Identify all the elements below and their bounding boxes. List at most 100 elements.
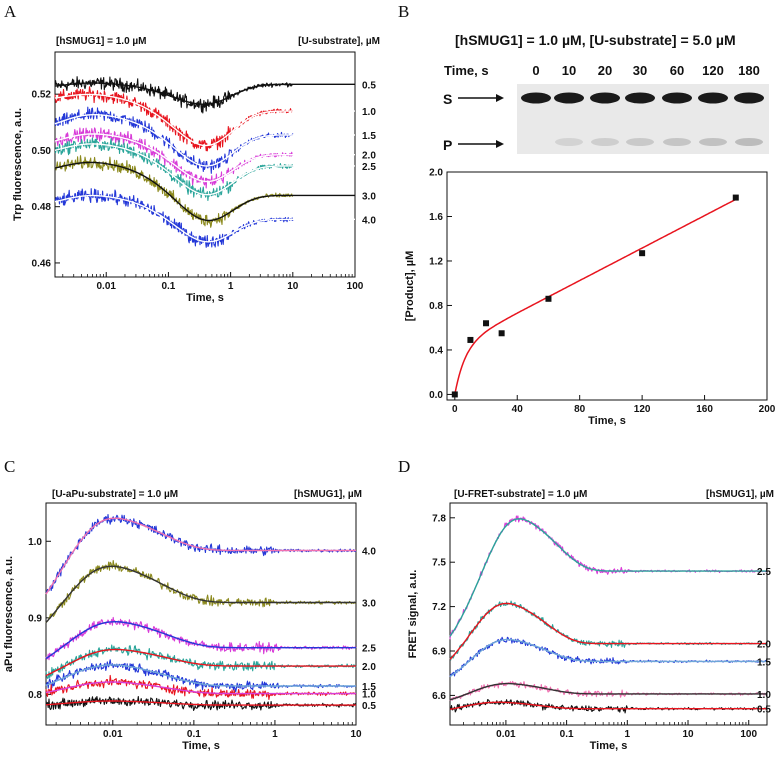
panel-a-series-label-3.0: 3.0 [362,191,376,202]
panel-c-trace-1.0 [45,674,357,700]
panel-a-fit-1.0 [54,93,355,147]
gel-time-20: 20 [598,63,612,78]
gel-band-p [555,138,583,146]
panel-d-y-tick-label: 7.5 [432,558,446,569]
panel-c-y-tick-label: 0.8 [28,690,42,701]
panel-d-x-tick-label: 10 [682,729,694,740]
panel-b-x-tick-label: 0 [452,404,458,415]
panel-b-data-point [732,194,739,201]
panel-c-fit-1.0 [45,681,356,695]
panel-c-y-axis-title: aPu fluorescence, a.u. [3,556,15,672]
panel-b-plot-frame [446,171,768,401]
gel-band-s [625,92,655,104]
panel-d-x-axis-title: Time, s [590,740,628,752]
panel-a-x-tick-label: 1 [228,281,234,292]
chart-trp-fluorescence: 0.01 0.1 1 10 100 0.46 0.48 0.50 0.52 Time, s Trp … [12,51,376,304]
gel-band-s-label: S [443,91,452,107]
gel-band-p-label: P [443,137,452,153]
panel-d-trace-2.0 [449,600,768,661]
panel-c-series-label-2.0: 2.0 [362,662,376,673]
panel-c-fit-4.0 [45,517,356,595]
panel-c-x-tick-label: 0.01 [103,729,123,740]
panel-a-x-axis-title: Time, s [186,292,224,304]
gel-band-p [663,138,691,146]
panel-d-series-label-0.5: 0.5 [757,705,771,716]
gel-arrow-p-head [496,140,504,148]
panel-c-trace-0.5 [45,696,357,711]
panel-b-data-point [451,391,458,398]
panel-b-data-point [545,295,552,302]
panel-d-fit-1.5 [449,638,767,678]
gel-band-s [554,92,584,104]
panel-b-data-point [483,320,490,327]
panel-c-series-label-2.5: 2.5 [362,644,376,655]
gel-band-s [662,92,692,104]
panel-d-series-label-1.5: 1.5 [757,657,771,668]
panel-b-y-tick-label: 2.0 [429,168,443,179]
panel-a-y-tick-label: 0.50 [32,146,52,157]
panel-c-trace-4.0 [45,514,357,594]
panel-d-y-axis-title: FRET signal, a.u. [407,570,419,659]
panel-c-x-tick-label: 0.1 [187,729,201,740]
panel-c-fit-0.5 [45,700,356,706]
gel-time-120: 120 [702,63,724,78]
panel-a-series-label-2.0: 2.0 [362,151,376,162]
panel-b-y-tick-label: 0.8 [429,301,443,312]
gel-band-p [591,138,619,146]
panel-a-series-label-1.0: 1.0 [362,107,376,118]
panel-b-data-point [498,330,505,337]
panel-b-x-tick-label: 40 [512,404,524,415]
panel-d-fit-1.0 [449,682,767,701]
panel-b-fit-line [454,198,737,395]
gel-band-s [698,92,728,104]
panel-d-header-left: [U-FRET-substrate] = 1.0 µM [454,489,587,500]
gel-band-s [521,92,551,104]
panel-b-x-tick-label: 200 [759,404,776,415]
panel-a-fit-0.5 [54,82,355,105]
panel-d-plot-frame [449,502,768,726]
panel-c-header-right: [hSMUG1], µM [294,489,362,500]
panel-c-trace-2.0 [45,644,357,679]
gel-band-p [735,138,763,146]
panel-a-plot-frame [54,51,356,278]
panel-a-header-left: [hSMUG1] = 1.0 µM [56,36,147,47]
panel-d-y-tick-label: 7.8 [432,513,446,524]
panel-letter-a: A [4,2,17,21]
panel-c-x-tick-label: 10 [350,729,362,740]
panel-letter-b: B [398,2,409,21]
panel-b-x-tick-label: 160 [696,404,713,415]
panel-a-y-tick-label: 0.46 [32,258,52,269]
panel-a-trace-0.5 [54,76,294,114]
panel-a-series-label-4.0: 4.0 [362,215,376,226]
panel-d-y-tick-label: 6.6 [432,691,446,702]
panel-c-fit-3.0 [45,565,356,624]
panel-c-fit-2.5 [45,620,356,660]
panel-d-trace-2.5 [449,515,768,640]
panel-letter-c: C [4,457,15,476]
panel-c-y-tick-label: 1.0 [28,537,42,548]
panel-a-header-right: [U-substrate], µM [298,36,380,47]
panel-d-x-tick-label: 1 [625,729,631,740]
gel-time-10: 10 [562,63,576,78]
panel-d-y-tick-label: 6.9 [432,647,446,658]
panel-d-series-label-2.5: 2.5 [757,567,771,578]
panel-b-x-tick-label: 80 [574,404,586,415]
chart-apu-fluorescence: 0.01 0.1 1 10 0.8 0.9 1.0 Time, s aPu fluorescen… [3,502,376,752]
panel-a-fit-1.5 [54,114,355,167]
panel-a-fit-3.0 [54,161,355,222]
panel-c-series-label-4.0: 4.0 [362,546,376,557]
panel-letter-d: D [398,457,410,476]
panel-d-fit-2.0 [449,602,767,660]
panel-a-fit-4.0 [54,194,355,243]
panel-b-x-axis-title: Time, s [588,415,626,427]
panel-b-y-tick-label: 0.4 [429,345,443,356]
chart-fret-signal: 0.01 0.1 1 10 100 6.6 6.9 7.2 7.5 7.8 Time, s FRET … [407,502,771,752]
gel-band-p [699,138,727,146]
panel-a-series-label-2.5: 2.5 [362,162,376,173]
panel-c-header-left: [U-aPu-substrate] = 1.0 µM [52,489,178,500]
panel-d-y-tick-label: 7.2 [432,602,446,613]
panel-a-fit-2.5 [54,143,355,196]
panel-a-series-label-0.5: 0.5 [362,80,376,91]
panel-b-y-tick-label: 0.0 [429,390,443,401]
panel-c-trace-3.0 [45,559,357,624]
